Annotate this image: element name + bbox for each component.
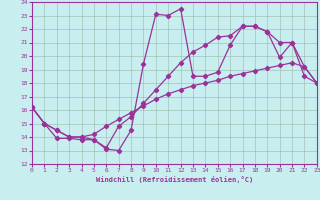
X-axis label: Windchill (Refroidissement éolien,°C): Windchill (Refroidissement éolien,°C) — [96, 176, 253, 183]
